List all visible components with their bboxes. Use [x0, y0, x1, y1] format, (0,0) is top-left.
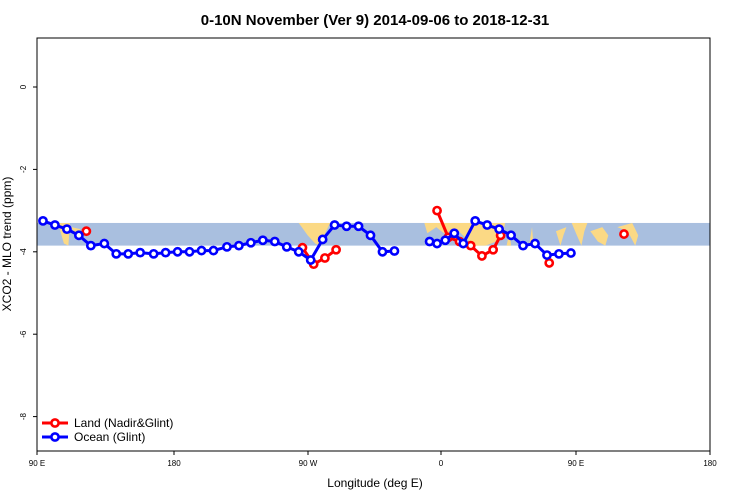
land-region-6 [555, 227, 567, 246]
data-point [530, 238, 540, 249]
data-point [135, 247, 146, 258]
data-point [432, 205, 442, 216]
data-point [99, 238, 110, 249]
legend-label: Land (Nadir&Glint) [74, 416, 173, 430]
data-point [470, 215, 481, 226]
land-region-2 [298, 222, 331, 246]
data-point [542, 250, 552, 260]
data-point [458, 238, 469, 249]
legend-item: Land (Nadir&Glint) [42, 416, 173, 430]
land-region-7 [571, 222, 588, 246]
data-point [281, 241, 292, 252]
data-point [111, 248, 122, 259]
data-point [566, 248, 576, 258]
data-point [245, 237, 256, 248]
data-point [172, 246, 183, 257]
data-point [123, 248, 134, 259]
data-point [353, 221, 364, 232]
land-region-9 [617, 222, 639, 246]
data-point [544, 258, 555, 268]
data-point [440, 235, 451, 246]
data-point [257, 235, 268, 246]
x-tick-label: 180 [703, 459, 717, 468]
data-point [38, 215, 48, 226]
data-point [208, 245, 219, 256]
series-layer [38, 205, 629, 270]
data-point [196, 245, 207, 256]
data-point [518, 240, 528, 251]
plot-frame [36, 37, 711, 452]
x-tick-label: 90 E [568, 459, 584, 468]
legend: Land (Nadir&Glint)Ocean (Glint) [42, 416, 173, 444]
data-point [50, 220, 60, 230]
legend-marker [50, 432, 60, 442]
data-point [554, 248, 564, 259]
data-point [477, 251, 487, 261]
data-point [506, 230, 516, 241]
data-point [389, 246, 400, 256]
y-tick-label: 0 [19, 84, 28, 89]
data-point [222, 241, 232, 252]
data-point [619, 229, 629, 239]
data-point [81, 226, 92, 237]
chart-title: 0-10N November (Ver 9) 2014-09-06 to 201… [201, 12, 550, 29]
data-point [341, 221, 352, 232]
legend-item: Ocean (Glint) [42, 430, 145, 444]
data-point [329, 220, 340, 230]
data-point [494, 224, 505, 235]
x-axis: 90 E 180 90 W 0 90 E 180 [29, 451, 717, 468]
data-point [449, 228, 460, 239]
data-point [73, 230, 84, 241]
legend-label: Ocean (Glint) [74, 430, 145, 444]
y-tick-label: -6 [19, 330, 28, 338]
data-point [488, 244, 499, 255]
data-point [319, 253, 330, 263]
x-tick-label: 180 [167, 459, 181, 468]
series-1 [38, 215, 576, 265]
x-axis-label: Longitude (deg E) [327, 476, 422, 490]
y-tick-label: -8 [19, 412, 28, 420]
x-tick-label: 90 E [29, 459, 45, 468]
y-axis-label: XCO2 - MLO trend (ppm) [0, 177, 14, 312]
data-point [482, 220, 493, 230]
data-point [184, 246, 195, 257]
data-point [148, 248, 159, 259]
data-point [377, 246, 388, 257]
data-point [293, 246, 304, 257]
data-point [62, 224, 72, 235]
y-axis: 0 -2 -4 -6 -8 [19, 84, 37, 420]
data-point [317, 234, 328, 245]
data-point [465, 240, 476, 251]
data-point [160, 247, 171, 258]
data-point [233, 240, 244, 251]
x-tick-label: 0 [439, 459, 444, 468]
data-point [424, 236, 435, 247]
data-point [269, 236, 280, 247]
legend-marker [50, 418, 60, 428]
y-tick-label: -4 [19, 248, 28, 256]
land-region-8 [590, 227, 609, 246]
data-point [85, 240, 96, 251]
data-point [305, 255, 316, 265]
data-point [365, 230, 376, 241]
data-point [432, 238, 442, 249]
data-point [331, 244, 342, 255]
y-tick-label: -2 [19, 165, 28, 173]
x-tick-label: 90 W [299, 459, 318, 468]
